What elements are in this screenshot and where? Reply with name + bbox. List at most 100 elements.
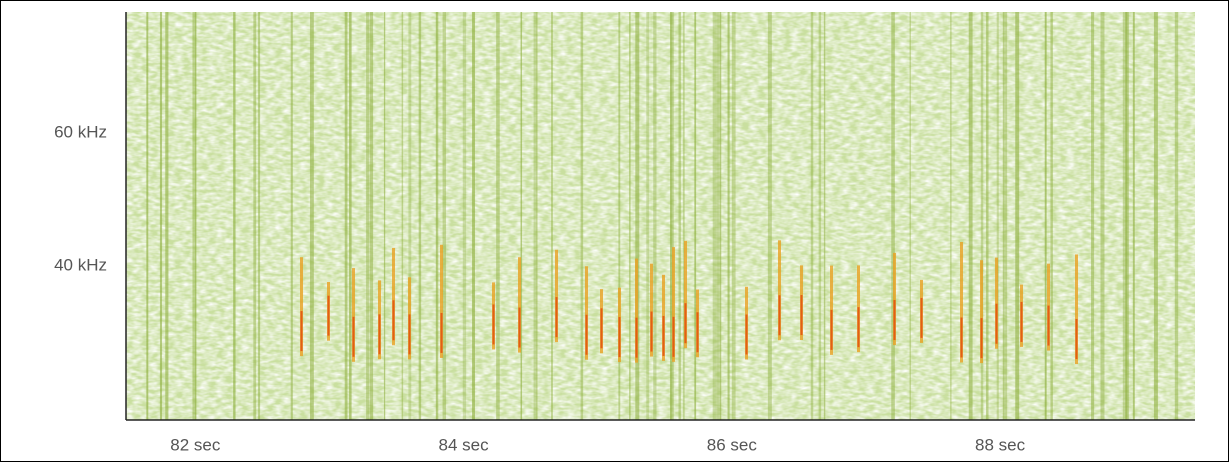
call-core [378,314,381,355]
green-streak [950,12,952,420]
green-streak [1132,12,1135,420]
green-streak [635,12,640,420]
call-core [1075,319,1078,360]
call-core [492,304,495,345]
call-core [1020,301,1023,342]
green-streak [683,12,685,420]
green-streak [195,12,197,420]
call-core [980,318,983,359]
green-streak [1100,12,1105,420]
green-streak [1003,12,1008,420]
green-streak [727,12,730,420]
call-streak [555,249,558,343]
green-streak [1050,12,1053,420]
green-streak [496,12,500,420]
call-streak [960,242,963,363]
green-streak [349,12,352,420]
call-core [893,300,896,341]
green-streak [146,12,148,420]
green-streak [1124,12,1128,420]
call-streak [684,240,687,349]
green-streak [996,12,999,420]
call-core [635,317,638,358]
green-streak [233,12,236,420]
call-core [830,309,833,350]
green-streak [258,12,261,420]
call-core [778,295,781,336]
green-streak [520,12,523,420]
green-streak [1044,12,1047,420]
green-streak [192,12,197,420]
green-streak [986,12,989,420]
green-streak [653,12,657,420]
call-streak [778,240,781,341]
green-streak [462,12,467,420]
call-streak [995,257,998,349]
green-streak [767,12,772,420]
call-core [408,314,411,355]
y-tick-label: 40 kHz [54,255,107,274]
call-core [300,311,303,352]
call-core [995,303,998,344]
call-core [518,307,521,348]
green-streak [435,12,438,420]
call-core [857,307,860,348]
green-streak [810,12,814,420]
green-streak [968,12,973,420]
call-streak [635,258,638,363]
call-streak [980,260,983,364]
green-streak [1002,12,1004,420]
green-streak [146,12,149,420]
call-streak [392,247,395,346]
green-streak [418,12,422,420]
green-streak [383,12,386,420]
green-streak [159,12,163,420]
green-streak [401,12,404,420]
green-streak [629,12,631,420]
green-streak [678,12,681,420]
call-core [1047,305,1050,346]
green-streak [551,12,553,420]
green-streak [909,12,911,420]
call-core [650,311,653,352]
call-streak [300,257,303,357]
call-core [600,308,603,349]
green-streak [716,12,720,420]
call-streak [518,257,521,353]
green-streak [290,12,293,420]
green-streak [436,12,439,420]
call-core [696,312,699,353]
call-core [684,303,687,344]
green-streak [1153,12,1158,420]
green-streak [369,12,374,420]
green-streak [344,12,348,420]
green-streak [580,12,584,420]
call-streak [893,252,896,346]
call-core [800,295,803,336]
green-streak [472,12,475,420]
green-streak [823,12,826,420]
green-streak [536,12,538,420]
call-core [745,314,748,355]
call-core [920,297,923,338]
green-streak [1174,12,1179,420]
x-tick-label: 84 sec [439,435,490,454]
call-streak [585,266,588,360]
green-streak [165,12,169,420]
call-core [392,300,395,341]
call-core [618,317,621,358]
green-streak [818,12,822,420]
green-streak [731,12,736,420]
spectrogram-texture [126,12,1195,420]
green-streak [442,12,447,420]
call-core [327,295,330,336]
x-tick-label: 88 sec [975,435,1026,454]
call-core [352,316,355,357]
green-streak [253,12,257,420]
call-core [662,315,665,356]
x-tick-label: 82 sec [170,435,221,454]
green-streak [670,12,672,420]
call-core [440,312,443,353]
call-core [555,297,558,338]
